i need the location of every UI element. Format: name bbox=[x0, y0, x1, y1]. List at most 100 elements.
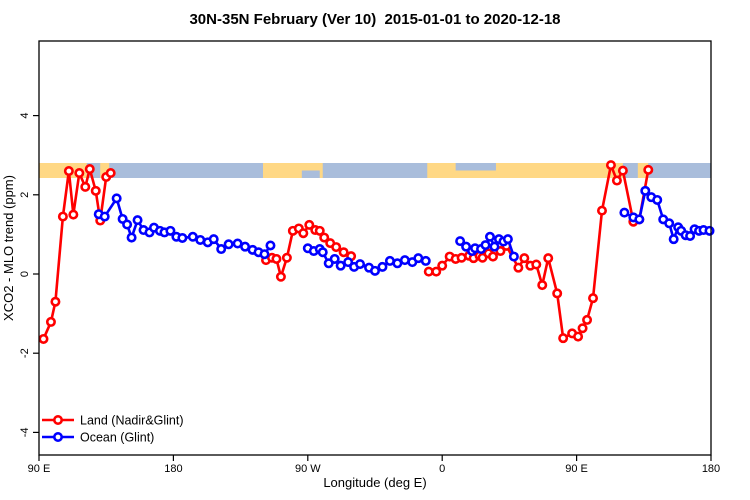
data-point bbox=[619, 207, 630, 218]
legend-marker bbox=[52, 414, 63, 425]
data-point bbox=[369, 265, 380, 276]
data-point bbox=[275, 271, 286, 282]
data-point bbox=[573, 331, 584, 342]
data-point bbox=[281, 252, 292, 263]
data-point bbox=[45, 316, 56, 327]
legend: Land (Nadir&Glint) Ocean (Glint) bbox=[42, 414, 184, 445]
data-point bbox=[223, 239, 234, 250]
legend-label-ocean: Ocean (Glint) bbox=[80, 431, 154, 445]
map-strip-land bbox=[637, 163, 649, 178]
series-land bbox=[38, 160, 654, 344]
data-point bbox=[685, 230, 696, 241]
data-point bbox=[298, 228, 309, 239]
data-point bbox=[74, 168, 85, 179]
data-point bbox=[314, 225, 325, 236]
chart-title: 30N-35N February (Ver 10) 2015-01-01 to … bbox=[189, 11, 560, 28]
data-point bbox=[605, 160, 616, 171]
data-point bbox=[105, 168, 116, 179]
axes-layer: 90 E 180 90 W 0 90 E 180 -4 -2 0 2 4 bbox=[19, 40, 720, 475]
y-tick-label: -2 bbox=[19, 348, 31, 358]
data-point bbox=[508, 251, 519, 262]
map-strip-ocean-detail bbox=[455, 163, 496, 171]
x-tick-label: 0 bbox=[439, 463, 445, 475]
data-point bbox=[431, 266, 442, 277]
data-point bbox=[577, 323, 588, 334]
data-point bbox=[57, 211, 68, 222]
data-point bbox=[208, 234, 219, 245]
data-point bbox=[271, 253, 282, 264]
y-tick-label: 4 bbox=[19, 113, 31, 119]
data-point bbox=[634, 214, 645, 225]
data-point bbox=[531, 259, 542, 270]
data-point bbox=[343, 257, 354, 268]
data-point bbox=[63, 166, 74, 177]
data-point bbox=[652, 194, 663, 205]
y-tick-label: 2 bbox=[19, 192, 31, 198]
data-point bbox=[588, 293, 599, 304]
series-line bbox=[42, 167, 112, 340]
data-point bbox=[165, 225, 176, 236]
data-point bbox=[487, 251, 498, 262]
map-strip-ocean-detail bbox=[301, 170, 320, 178]
data-point bbox=[643, 164, 654, 175]
data-point bbox=[355, 259, 366, 270]
x-tick-label: 180 bbox=[702, 463, 720, 475]
data-point bbox=[640, 185, 651, 196]
data-point bbox=[335, 260, 346, 271]
data-point bbox=[50, 296, 61, 307]
data-point bbox=[111, 193, 122, 204]
map-strip-land bbox=[100, 163, 110, 178]
data-point bbox=[582, 314, 593, 325]
data-point bbox=[704, 225, 715, 236]
data-point bbox=[596, 205, 607, 216]
data-point bbox=[420, 255, 431, 266]
x-axis-title: Longitude (deg E) bbox=[323, 475, 426, 490]
data-point bbox=[304, 219, 315, 230]
x-tick-label: 90 E bbox=[28, 463, 51, 475]
data-point bbox=[319, 232, 330, 243]
legend-label-land: Land (Nadir&Glint) bbox=[80, 414, 184, 428]
data-point bbox=[216, 244, 227, 255]
data-series-layer bbox=[38, 160, 715, 344]
data-point bbox=[331, 242, 342, 253]
y-tick-label: 0 bbox=[19, 271, 31, 277]
data-point bbox=[664, 218, 675, 229]
series-line bbox=[428, 163, 650, 340]
data-point bbox=[132, 215, 143, 226]
y-tick-label: -4 bbox=[19, 428, 31, 438]
data-point bbox=[177, 232, 188, 243]
data-point bbox=[317, 247, 328, 258]
data-point bbox=[480, 240, 491, 251]
x-tick-label: 90 W bbox=[295, 463, 321, 475]
data-point bbox=[68, 209, 79, 220]
y-axis-title: XCO2 - MLO trend (ppm) bbox=[1, 175, 16, 321]
data-point bbox=[484, 231, 495, 242]
data-point bbox=[38, 333, 49, 344]
data-point bbox=[668, 234, 679, 245]
data-point bbox=[329, 253, 340, 264]
data-point bbox=[126, 232, 137, 243]
data-point bbox=[552, 288, 563, 299]
data-point bbox=[519, 253, 530, 264]
data-point bbox=[558, 333, 569, 344]
data-point bbox=[543, 253, 554, 264]
data-point bbox=[84, 164, 95, 175]
data-point bbox=[437, 260, 448, 271]
data-point bbox=[537, 280, 548, 291]
data-point bbox=[265, 240, 276, 251]
plot-box bbox=[38, 40, 712, 456]
data-point bbox=[617, 165, 628, 176]
data-point bbox=[611, 175, 622, 186]
data-point bbox=[99, 211, 110, 222]
x-tick-label: 180 bbox=[164, 463, 182, 475]
land-ocean-map-strip bbox=[39, 163, 711, 178]
data-point bbox=[90, 185, 101, 196]
legend-marker bbox=[52, 431, 63, 442]
data-point bbox=[259, 249, 270, 260]
data-point bbox=[80, 181, 91, 192]
data-point bbox=[455, 236, 466, 247]
x-tick-label: 90 E bbox=[565, 463, 588, 475]
data-point bbox=[338, 247, 349, 258]
